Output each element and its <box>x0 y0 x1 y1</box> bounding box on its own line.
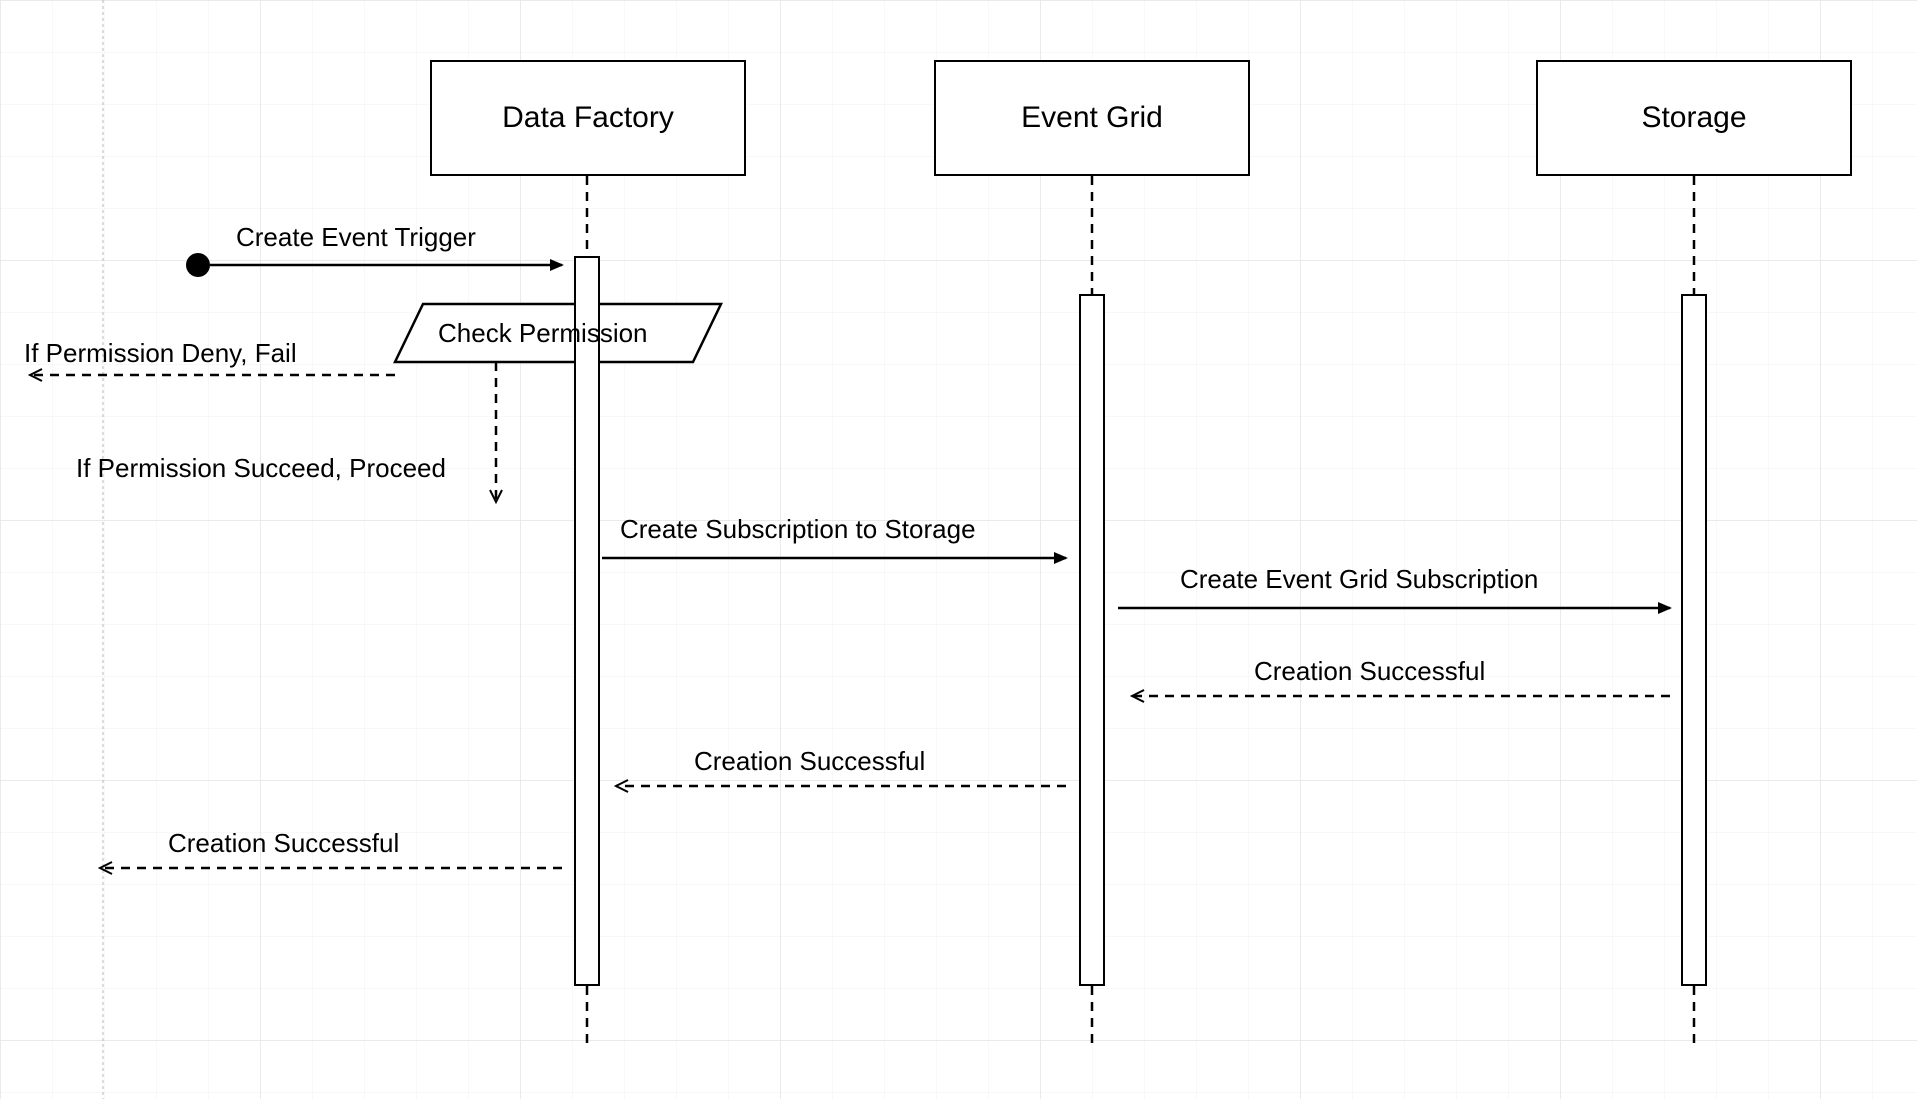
participant-label: Event Grid <box>1021 101 1163 135</box>
activation-storage <box>1681 294 1707 986</box>
msg-create-event-trigger: Create Event Trigger <box>236 222 476 253</box>
msg-permission-deny: If Permission Deny, Fail <box>24 338 297 369</box>
participant-storage: Storage <box>1536 60 1852 176</box>
msg-create-subscription: Create Subscription to Storage <box>620 514 976 545</box>
participant-event-grid: Event Grid <box>934 60 1250 176</box>
activation-event-grid <box>1079 294 1105 986</box>
msg-permission-succeed: If Permission Succeed, Proceed <box>76 453 446 484</box>
msg-return-storage: Creation Successful <box>1254 656 1485 687</box>
participant-data-factory: Data Factory <box>430 60 746 176</box>
lifelines <box>587 176 1694 1050</box>
participant-label: Storage <box>1641 101 1746 135</box>
actor-dot <box>186 253 210 277</box>
sequence-diagram: Data Factory Event Grid Storage Check Pe… <box>0 0 1917 1099</box>
activation-data-factory <box>574 256 600 986</box>
msg-return-datafactory: Creation Successful <box>168 828 399 859</box>
participant-label: Data Factory <box>502 101 674 135</box>
msg-return-eventgrid: Creation Successful <box>694 746 925 777</box>
check-permission-label: Check Permission <box>438 318 648 349</box>
msg-create-egs: Create Event Grid Subscription <box>1180 564 1538 595</box>
